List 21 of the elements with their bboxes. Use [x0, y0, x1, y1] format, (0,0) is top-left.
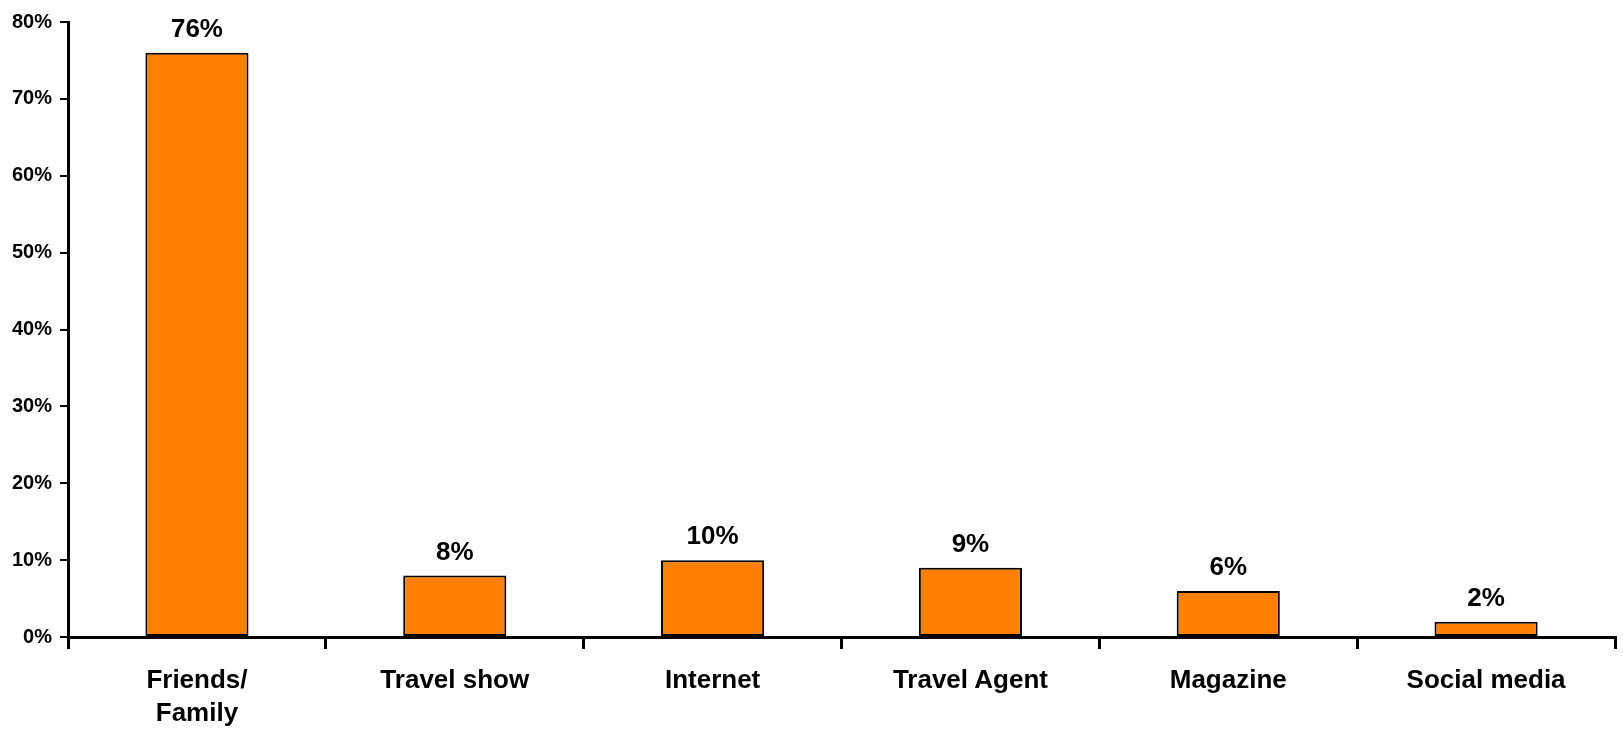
data-label: 2% [1467, 581, 1505, 612]
x-tick-label: Internet [664, 664, 761, 695]
y-tick-label: 50% [12, 240, 53, 263]
data-label: 8% [435, 535, 474, 566]
y-tick-label: 40% [12, 317, 53, 340]
y-tick-label: 70% [12, 86, 53, 109]
x-tick-label: Social media [1406, 664, 1567, 695]
x-tick-label: Travel Agent [892, 664, 1049, 695]
y-tick-label: 10% [12, 547, 53, 570]
x-tick-label: Travel show [380, 664, 530, 695]
y-tick-label: 60% [12, 163, 53, 186]
data-label: 76% [170, 12, 223, 43]
data-label: 10% [686, 520, 739, 551]
y-tick-label: 80% [12, 9, 53, 32]
y-tick-label: 0% [23, 624, 53, 647]
x-tick-label: Magazine [1169, 664, 1287, 695]
x-tick-label: Friends/ Family [146, 664, 248, 727]
y-tick-label: 30% [12, 393, 53, 416]
data-label: 6% [1209, 551, 1248, 582]
data-label: 9% [951, 527, 990, 558]
y-tick-label: 20% [12, 470, 53, 493]
